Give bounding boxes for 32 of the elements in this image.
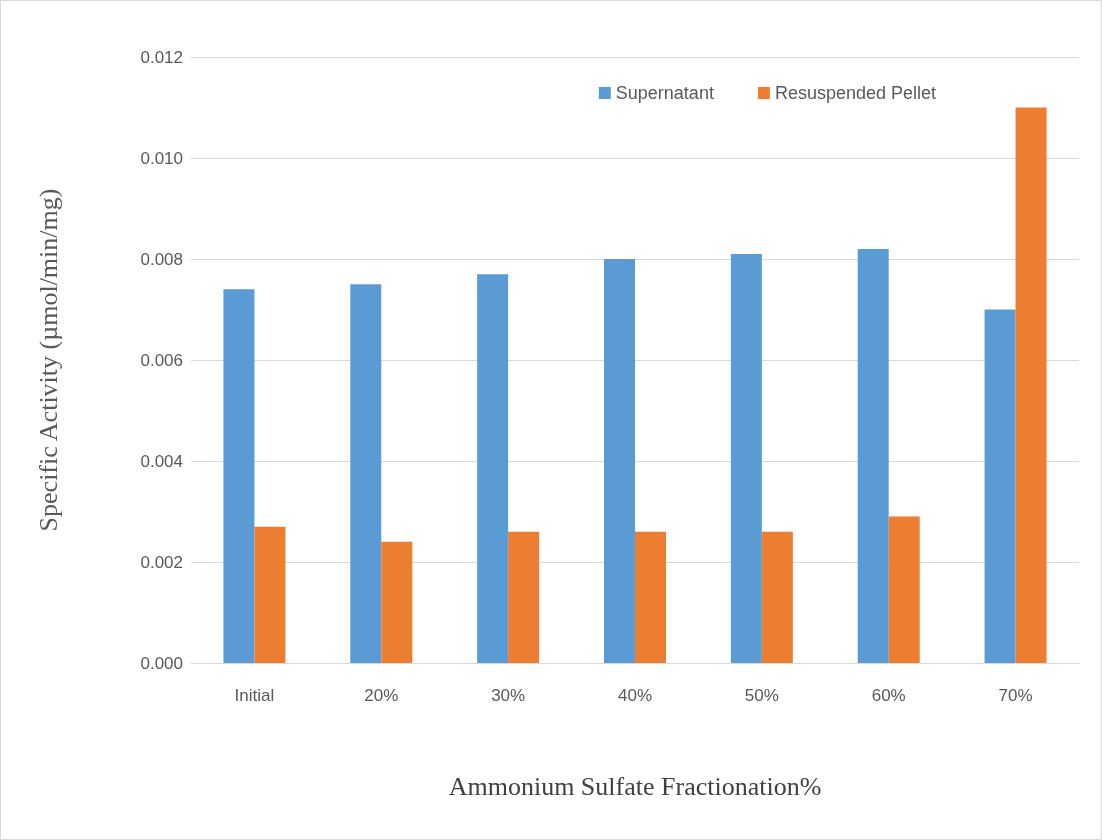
legend-label: Supernatant xyxy=(615,83,714,103)
y-tick-label: 0.002 xyxy=(140,552,183,572)
y-tick-label: 0.012 xyxy=(140,47,183,67)
bar xyxy=(888,516,920,663)
x-tick-label: 20% xyxy=(364,686,399,705)
x-tick-label: 60% xyxy=(871,686,906,705)
x-tick-label: 40% xyxy=(617,686,653,705)
bar xyxy=(635,531,666,663)
bar xyxy=(1015,107,1047,663)
y-axis-title: Specific Activity (µmol/min/mg) xyxy=(33,188,63,532)
bar xyxy=(223,289,255,663)
y-tick-label: 0.008 xyxy=(140,249,183,269)
bar xyxy=(508,531,540,663)
bar xyxy=(350,284,382,663)
x-tick-label: 50% xyxy=(744,686,779,705)
x-tick-label: 30% xyxy=(491,686,526,705)
x-tick-label: Initial xyxy=(234,686,275,705)
y-tick-label: 0.004 xyxy=(140,451,183,471)
bar xyxy=(857,248,889,663)
bar xyxy=(254,526,286,663)
y-tick-label: 0.000 xyxy=(140,653,183,673)
legend-label: Resuspended Pellet xyxy=(774,83,937,103)
x-axis-title: Ammonium Sulfate Fractionation% xyxy=(448,771,822,801)
y-tick-label: 0.010 xyxy=(140,148,183,168)
bar xyxy=(604,259,635,663)
bar xyxy=(730,253,762,663)
bar xyxy=(761,531,793,663)
y-tick-label: 0.006 xyxy=(140,350,183,370)
bar xyxy=(984,309,1016,663)
bar xyxy=(477,274,509,663)
x-tick-label: 70% xyxy=(998,686,1033,705)
bar xyxy=(381,541,413,663)
